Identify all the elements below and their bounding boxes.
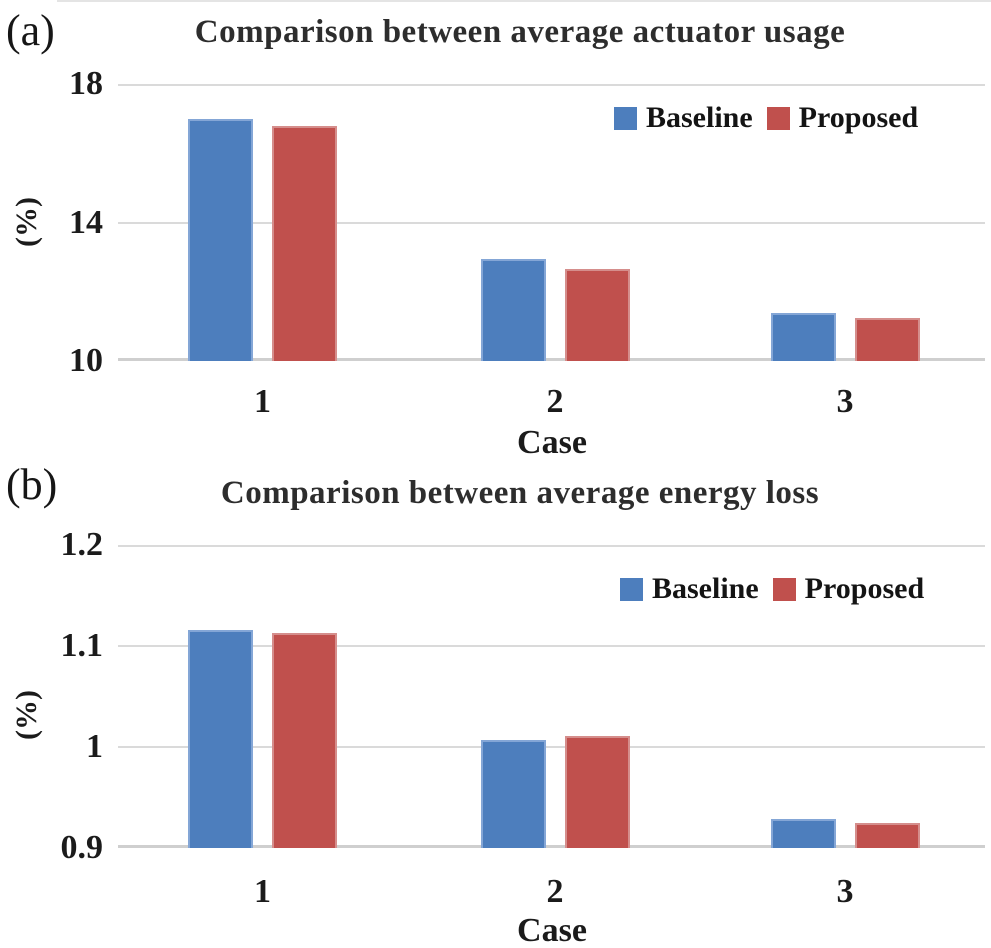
x-tick-label: 3 [836,873,854,910]
bar-proposed-case-3 [854,317,920,361]
legend: Baseline Proposed [614,101,918,135]
chart-energy-loss: (b) Comparison between average energy lo… [0,460,991,948]
panel-label-a: (a) [6,6,55,55]
legend-label-proposed: Proposed [804,572,925,605]
gridline [118,221,985,224]
legend-item-baseline: Baseline [620,572,759,606]
gridline [118,358,985,361]
y-tick-label: 0.9 [60,829,104,866]
y-tick-label: 14 [69,203,103,241]
y-tick-label: 1.1 [60,627,104,664]
legend-label-baseline: Baseline [646,101,753,134]
legend-item-proposed: Proposed [766,101,919,135]
x-axis-label: Case [517,912,587,948]
bar-baseline-case-2 [480,739,546,848]
top-rule [57,0,991,2]
y-tick-label: 1 [86,728,103,765]
x-tick-label: 2 [546,383,564,420]
bar-baseline-case-3 [770,818,836,848]
x-tick-label: 1 [254,873,271,910]
bar-baseline-case-1 [188,629,253,848]
x-tick-label: 2 [546,873,564,910]
x-tick-label: 1 [254,383,271,420]
legend: Baseline Proposed [620,572,924,606]
y-tick-label: 1.2 [60,526,104,563]
legend-label-baseline: Baseline [652,572,759,605]
legend-item-proposed: Proposed [772,572,925,606]
gridline [118,645,985,647]
panel-label-b: (b) [6,460,58,509]
bar-proposed-case-1 [272,632,337,848]
legend-swatch-baseline [620,577,643,601]
x-tick-label: 3 [836,383,854,420]
legend-swatch-proposed [772,577,796,601]
plot-area [118,545,985,848]
legend-swatch-baseline [614,106,637,130]
gridline [118,84,985,86]
plot-area [118,84,985,361]
bar-proposed-case-3 [854,822,920,848]
chart-title: Comparison between average actuator usag… [194,14,846,50]
bar-proposed-case-1 [272,125,337,361]
legend-item-baseline: Baseline [614,101,753,135]
y-tick-label: 10 [69,342,103,379]
gridline [118,545,985,547]
bar-baseline-case-2 [480,258,546,361]
gridline [118,845,985,848]
legend-label-proposed: Proposed [798,101,919,134]
legend-swatch-proposed [766,106,790,130]
gridline [118,746,985,748]
bar-baseline-case-1 [188,118,253,361]
x-axis-label: Case [517,424,587,461]
bar-proposed-case-2 [564,735,630,848]
bar-baseline-case-3 [770,312,836,361]
bar-proposed-case-2 [564,269,630,361]
y-tick-label: 18 [69,65,103,102]
chart-title: Comparison between average energy loss [220,475,820,511]
chart-actuator-usage: (a) Comparison between average actuator … [0,0,991,461]
